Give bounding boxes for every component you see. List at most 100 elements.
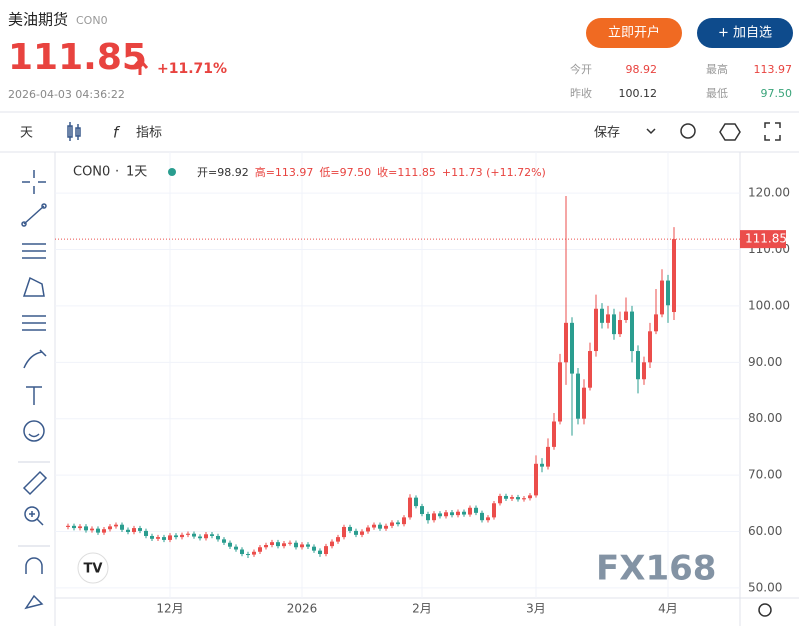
open-account-button[interactable] bbox=[586, 18, 682, 48]
body bbox=[426, 513, 430, 521]
body bbox=[420, 506, 424, 514]
body bbox=[504, 495, 508, 499]
body bbox=[72, 525, 76, 529]
stat-value: 113.97 bbox=[754, 63, 793, 76]
body bbox=[132, 528, 136, 533]
body bbox=[456, 511, 460, 516]
body bbox=[594, 308, 598, 352]
body bbox=[114, 524, 118, 527]
body bbox=[162, 537, 166, 540]
x-tick-label: 3月 bbox=[526, 602, 546, 616]
legend-item: 低=97.50 bbox=[319, 166, 371, 179]
body bbox=[474, 507, 478, 513]
body bbox=[654, 314, 658, 332]
interval-button[interactable]: 天 bbox=[20, 126, 33, 141]
settings-icon[interactable] bbox=[719, 123, 741, 141]
body bbox=[192, 533, 196, 537]
body bbox=[90, 528, 94, 531]
body bbox=[366, 527, 370, 532]
price: 111.85 bbox=[8, 37, 147, 78]
body bbox=[204, 534, 208, 539]
code: CON0 bbox=[76, 14, 108, 27]
body bbox=[372, 524, 376, 528]
body bbox=[168, 535, 172, 540]
button-label[interactable]: 立即开户 bbox=[608, 25, 660, 41]
body bbox=[564, 322, 568, 363]
y-tick-label: 60.00 bbox=[748, 524, 782, 538]
body bbox=[240, 549, 244, 555]
body bbox=[174, 535, 178, 538]
y-tick-label: 70.00 bbox=[748, 468, 782, 482]
body bbox=[636, 351, 640, 380]
body bbox=[252, 551, 256, 555]
body bbox=[438, 513, 442, 517]
axis-settings[interactable] bbox=[758, 603, 772, 617]
body bbox=[576, 373, 580, 419]
watchlist-button[interactable] bbox=[697, 18, 793, 48]
body bbox=[444, 512, 448, 517]
body bbox=[642, 362, 646, 380]
y-tick-label: 100.00 bbox=[748, 298, 790, 312]
y-tick-label: 90.00 bbox=[748, 355, 782, 369]
indicators-button[interactable]: 指标 bbox=[136, 126, 162, 141]
body bbox=[198, 536, 202, 539]
separator: · bbox=[115, 165, 119, 180]
body bbox=[300, 544, 304, 548]
last-price-label: 111.85 bbox=[745, 232, 787, 246]
button-label[interactable]: + 加自选 bbox=[718, 26, 772, 41]
body bbox=[600, 308, 604, 323]
body bbox=[588, 351, 592, 388]
body bbox=[516, 497, 520, 500]
body bbox=[288, 542, 292, 544]
save-button[interactable]: 保存 bbox=[594, 126, 620, 141]
body bbox=[528, 495, 532, 499]
fullscreen-icon[interactable] bbox=[764, 122, 781, 141]
time: 2026-04-03 04:36:22 bbox=[8, 88, 125, 101]
body bbox=[228, 542, 232, 547]
body bbox=[582, 387, 586, 419]
title: 美油期货 bbox=[8, 11, 68, 29]
stat-label: 最低 bbox=[706, 87, 728, 100]
body bbox=[138, 528, 142, 531]
chart-type-button[interactable] bbox=[67, 122, 81, 141]
stat-value: 100.12 bbox=[619, 87, 658, 100]
body bbox=[216, 535, 220, 540]
body bbox=[432, 513, 436, 521]
body bbox=[540, 463, 544, 467]
body bbox=[150, 535, 154, 539]
body bbox=[570, 322, 574, 374]
body bbox=[618, 320, 622, 335]
body bbox=[282, 543, 286, 547]
body bbox=[480, 512, 484, 521]
alert-icon[interactable] bbox=[680, 123, 696, 139]
body bbox=[270, 542, 274, 545]
fx-icon[interactable]: f bbox=[113, 124, 121, 142]
body bbox=[120, 524, 124, 530]
body bbox=[246, 554, 250, 556]
body bbox=[156, 537, 160, 539]
interval: 1天 bbox=[126, 165, 147, 180]
body bbox=[126, 529, 130, 533]
body bbox=[330, 541, 334, 547]
body bbox=[306, 544, 310, 547]
body bbox=[318, 550, 322, 555]
body bbox=[264, 544, 268, 548]
body bbox=[222, 539, 226, 543]
drawing-tools[interactable] bbox=[18, 170, 50, 610]
body bbox=[144, 530, 148, 536]
dropdown[interactable] bbox=[646, 128, 656, 135]
body bbox=[324, 546, 328, 555]
body bbox=[360, 531, 364, 535]
body bbox=[258, 547, 262, 552]
x-tick-label: 2026 bbox=[287, 602, 318, 616]
up-arrow bbox=[131, 57, 149, 75]
body bbox=[96, 528, 100, 533]
stat-label: 今开 bbox=[570, 62, 592, 76]
legend-item: 收=111.85 bbox=[377, 165, 436, 179]
body bbox=[666, 280, 670, 306]
body bbox=[234, 546, 238, 550]
body bbox=[336, 537, 340, 542]
body bbox=[468, 507, 472, 515]
body bbox=[84, 526, 88, 531]
